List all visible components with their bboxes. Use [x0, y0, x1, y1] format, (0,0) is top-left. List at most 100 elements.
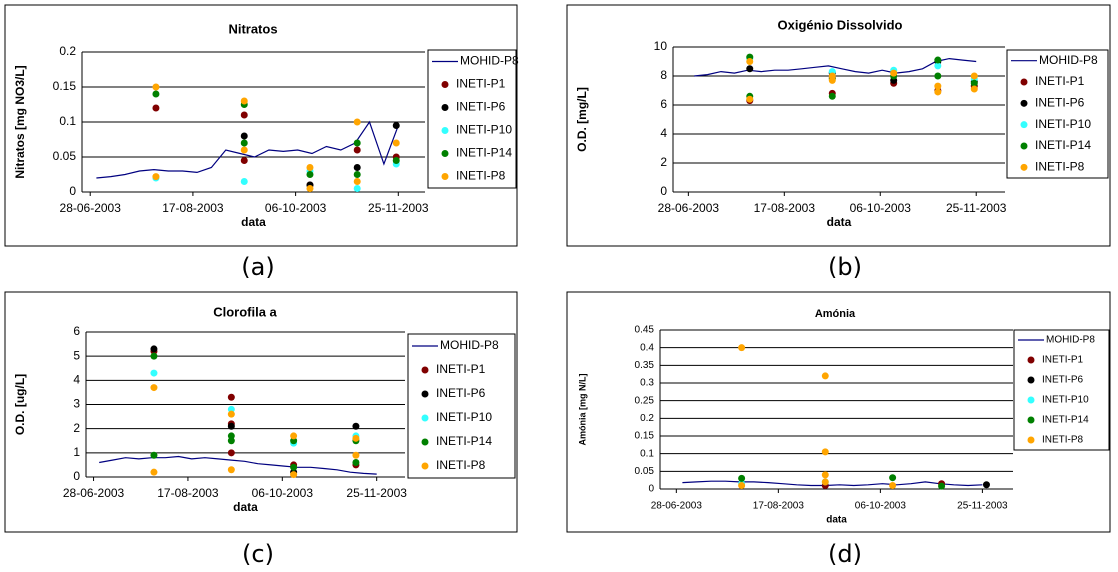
data-point [392, 157, 400, 164]
data-point [982, 481, 990, 489]
legend-label: INETI-P14 [1042, 415, 1089, 426]
data-point [227, 449, 235, 457]
y-tick-label: 0.15 [53, 79, 77, 93]
data-point [353, 178, 361, 185]
y-tick-label: 8 [660, 68, 667, 82]
y-axis-title: Amónia [mg N/L] [577, 374, 587, 446]
x-tick-label: 06-10-2003 [265, 201, 327, 215]
data-point [240, 97, 248, 105]
data-point [306, 185, 314, 192]
data-point [746, 65, 754, 73]
legend-label: INETI-P1 [436, 362, 486, 376]
data-point [970, 85, 978, 93]
y-tick-label: 0.4 [640, 342, 654, 353]
panel-caption: (b) [828, 253, 862, 281]
chart-title: Oxigénio Dissolvido [778, 17, 903, 32]
data-point [150, 468, 158, 476]
legend-label: INETI-P10 [1042, 395, 1089, 406]
legend-frame [407, 333, 516, 479]
data-point [352, 451, 360, 459]
legend-swatch [1020, 142, 1028, 150]
data-point [828, 92, 836, 100]
data-point [934, 72, 942, 80]
legend-label: INETI-P14 [1035, 138, 1091, 152]
y-tick-label: 0 [73, 469, 80, 483]
y-axis-title: O.D. [ug/L] [13, 374, 27, 435]
series-line [99, 455, 377, 475]
data-point [392, 122, 400, 129]
data-point [889, 481, 897, 489]
y-axis-title: Nitratos [mg NO3/L] [13, 65, 27, 178]
y-tick-label: 0.05 [635, 466, 655, 477]
data-point [306, 171, 314, 178]
x-axis-title: data [233, 500, 258, 514]
legend-label: MOHID-P8 [1039, 53, 1098, 67]
legend-label: INETI-P10 [436, 410, 492, 424]
x-tick-label: 06-10-2003 [850, 201, 912, 215]
x-tick-label: 17-08-2003 [753, 501, 805, 512]
data-point [240, 146, 248, 154]
legend-label: INETI-P8 [1035, 160, 1085, 174]
y-tick-label: 0.05 [53, 149, 77, 163]
legend-label: INETI-P8 [1042, 435, 1084, 446]
data-point [152, 104, 160, 112]
chart-title: Nitratos [228, 21, 277, 36]
y-tick-label: 0.45 [635, 325, 655, 336]
x-tick-label: 25-11-2003 [368, 201, 429, 215]
data-point [353, 185, 361, 192]
y-tick-label: 4 [660, 126, 667, 140]
x-axis-title: data [826, 515, 847, 526]
data-point [150, 369, 158, 377]
data-point [240, 132, 248, 140]
data-point [240, 178, 248, 185]
data-point [353, 146, 361, 154]
y-tick-label: 0.35 [635, 360, 655, 371]
legend-swatch [1020, 163, 1028, 171]
data-point [970, 72, 978, 80]
legend-label: INETI-P8 [436, 458, 486, 472]
data-point [290, 437, 298, 445]
data-point [306, 164, 314, 171]
data-point [152, 173, 160, 181]
data-point [353, 171, 361, 178]
legend-label: MOHID-P8 [460, 54, 519, 68]
chart-title: Clorofila a [213, 304, 277, 319]
data-point [821, 478, 829, 486]
data-point [889, 474, 897, 482]
legend-swatch [441, 104, 449, 111]
y-tick-label: 0 [660, 184, 667, 198]
series-line [682, 480, 983, 487]
legend-swatch [1027, 356, 1035, 364]
legend-swatch [1020, 121, 1028, 129]
x-tick-label: 25-11-2003 [946, 201, 1007, 215]
y-tick-label: 0.25 [635, 395, 655, 406]
data-point [240, 157, 248, 164]
y-tick-label: 0.2 [640, 413, 654, 424]
data-point [938, 482, 946, 490]
y-tick-label: 0 [648, 484, 654, 495]
legend-frame [1013, 329, 1110, 451]
y-tick-label: 5 [73, 348, 80, 362]
y-tick-label: 0.1 [59, 114, 76, 128]
chart-panel: Oxigénio Dissolvido 0 2 4 6 8 10 28-06-2003 17-0… [566, 4, 1111, 247]
y-tick-label: 6 [73, 324, 80, 338]
legend-swatch [421, 438, 429, 446]
legend-swatch [1027, 416, 1035, 424]
legend-label: INETI-P6 [1042, 375, 1084, 386]
panel-caption: (a) [241, 253, 274, 281]
y-tick-label: 1 [73, 445, 80, 459]
legend-label: INETI-P14 [456, 146, 512, 160]
data-point [240, 111, 248, 119]
legend-swatch [1027, 436, 1035, 444]
legend-swatch [421, 390, 429, 398]
data-point [970, 79, 978, 87]
y-tick-label: 0.3 [640, 378, 654, 389]
data-point [150, 451, 158, 459]
x-tick-label: 25-11-2003 [957, 501, 1008, 512]
data-point [227, 432, 235, 440]
data-point [152, 90, 160, 98]
data-point [240, 139, 248, 147]
data-point [821, 372, 829, 380]
